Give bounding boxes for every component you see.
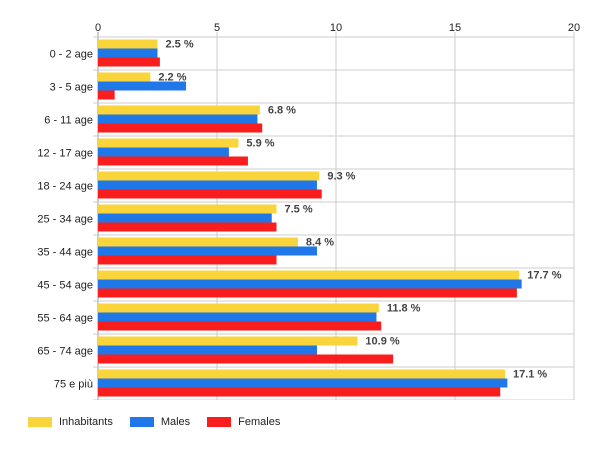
category-label: 75 e più [54, 379, 93, 391]
legend-label-inhabitants: Inhabitants [59, 416, 113, 428]
data-label: 17.1 % [513, 369, 547, 381]
bar-males-7[interactable] [98, 279, 522, 289]
bar-males-9[interactable] [98, 345, 317, 355]
legend: Inhabitants Males Females [28, 416, 297, 428]
bar-inhabitants-5[interactable] [98, 204, 277, 214]
bars [98, 39, 522, 397]
category-label: 12 - 17 age [37, 148, 93, 160]
bar-chart: 0 5 10 15 20 0 - 2 age 3 - 5 age 6 - 11 age 12 … [37, 22, 580, 400]
legend-swatch-inhabitants [28, 417, 52, 427]
bar-females-4[interactable] [98, 189, 322, 199]
legend-item-inhabitants[interactable]: Inhabitants [28, 416, 113, 428]
bar-males-0[interactable] [98, 48, 158, 58]
data-label: 11.8 % [387, 303, 421, 315]
category-label: 55 - 64 age [37, 313, 93, 325]
data-label: 6.8 % [268, 105, 296, 117]
bar-females-5[interactable] [98, 222, 277, 232]
bar-males-6[interactable] [98, 246, 317, 256]
bar-females-1[interactable] [98, 90, 115, 100]
x-tick-label: 0 [95, 22, 101, 34]
bar-inhabitants-2[interactable] [98, 105, 260, 115]
bar-females-8[interactable] [98, 321, 382, 331]
bar-females-3[interactable] [98, 156, 248, 166]
data-label: 8.4 % [306, 237, 334, 249]
bar-males-1[interactable] [98, 81, 187, 91]
bar-inhabitants-4[interactable] [98, 171, 320, 181]
bar-inhabitants-0[interactable] [98, 39, 158, 49]
bar-males-4[interactable] [98, 180, 317, 190]
bar-males-3[interactable] [98, 147, 229, 157]
bar-inhabitants-8[interactable] [98, 303, 379, 313]
x-tick-label: 10 [330, 22, 342, 34]
bar-males-5[interactable] [98, 213, 272, 223]
legend-item-females[interactable]: Females [207, 416, 280, 428]
x-axis-ticks: 0 5 10 15 20 [95, 22, 580, 34]
bar-females-7[interactable] [98, 288, 517, 298]
legend-label-females: Females [238, 416, 281, 428]
category-label: 25 - 34 age [37, 214, 93, 226]
data-label: 7.5 % [285, 204, 313, 216]
category-label: 6 - 11 age [44, 115, 93, 127]
data-label: 2.5 % [166, 39, 194, 51]
x-tick-label: 15 [449, 22, 461, 34]
category-label: 45 - 54 age [37, 280, 93, 292]
data-label: 9.3 % [327, 171, 355, 183]
data-labels: 2.5 % 2.2 % 6.8 % 5.9 % 9.3 % 7.5 % 8.4 % 17.7 … [158, 39, 561, 381]
bar-inhabitants-6[interactable] [98, 237, 298, 247]
data-label: 10.9 % [365, 336, 399, 348]
legend-item-males[interactable]: Males [129, 416, 191, 428]
bar-females-9[interactable] [98, 354, 394, 364]
legend-swatch-males [129, 417, 154, 427]
data-label: 2.2 % [158, 72, 186, 84]
bar-females-10[interactable] [98, 387, 501, 397]
data-label: 17.7 % [527, 270, 561, 282]
category-labels: 0 - 2 age 3 - 5 age 6 - 11 age 12 - 17 age 1… [37, 49, 93, 391]
bar-inhabitants-7[interactable] [98, 270, 520, 280]
bar-males-10[interactable] [98, 378, 508, 388]
category-label: 35 - 44 age [37, 247, 93, 259]
bar-inhabitants-10[interactable] [98, 369, 505, 379]
bar-females-2[interactable] [98, 123, 263, 133]
x-tick-label: 20 [568, 22, 580, 34]
bar-females-0[interactable] [98, 57, 160, 67]
x-tick-label: 5 [214, 22, 220, 34]
category-label: 18 - 24 age [37, 181, 93, 193]
bar-males-8[interactable] [98, 312, 377, 322]
data-label: 5.9 % [246, 138, 274, 150]
gridlines [93, 32, 575, 400]
legend-label-males: Males [160, 416, 191, 428]
category-label: 0 - 2 age [50, 49, 93, 61]
category-label: 65 - 74 age [37, 346, 93, 358]
category-label: 3 - 5 age [50, 82, 93, 94]
bar-inhabitants-1[interactable] [98, 72, 151, 82]
bar-inhabitants-9[interactable] [98, 336, 358, 346]
bar-inhabitants-3[interactable] [98, 138, 239, 148]
bar-males-2[interactable] [98, 114, 258, 124]
legend-swatch-females [207, 417, 232, 427]
bar-females-6[interactable] [98, 255, 277, 265]
